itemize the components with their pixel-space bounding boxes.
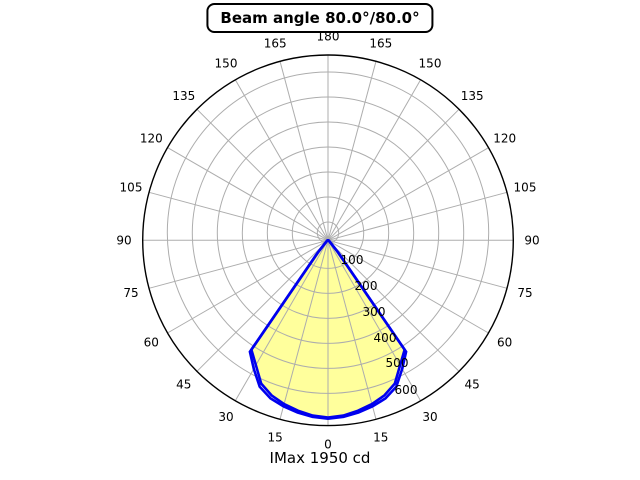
angle-label: 120 bbox=[140, 131, 163, 145]
angle-label: 105 bbox=[514, 181, 537, 195]
radial-tick-label: 600 bbox=[395, 383, 418, 397]
imax-label: IMax 1950 cd bbox=[269, 449, 371, 467]
angle-label: 165 bbox=[264, 36, 287, 50]
angle-label: 30 bbox=[218, 410, 233, 424]
angle-label: 60 bbox=[497, 335, 512, 349]
angle-label: 75 bbox=[517, 286, 532, 300]
angle-label: 45 bbox=[465, 378, 480, 392]
angle-label: 120 bbox=[493, 131, 516, 145]
angle-label: 135 bbox=[172, 89, 195, 103]
angle-label: 90 bbox=[524, 233, 539, 247]
angle-label: 0 bbox=[324, 437, 332, 451]
angle-label: 105 bbox=[120, 181, 143, 195]
angle-label: 150 bbox=[419, 57, 442, 71]
angle-label: 30 bbox=[422, 410, 437, 424]
angle-labels: 0 15 15 30 30 45 45 60 60 75 75 90 90 105 105 120 120 135… bbox=[116, 29, 539, 451]
angle-label: 75 bbox=[123, 286, 138, 300]
curve-c90-c270 bbox=[249, 239, 407, 419]
radial-tick-labels: 100 200 300 400 500 600 bbox=[341, 253, 418, 397]
chart-title: Beam angle 80.0°/80.0° bbox=[220, 9, 420, 27]
outer-ring bbox=[141, 54, 515, 427]
intensity-curves bbox=[248, 239, 408, 421]
radial-tick-label: 300 bbox=[363, 305, 386, 319]
radial-tick-label: 400 bbox=[374, 331, 397, 345]
radial-tick-label: 500 bbox=[386, 356, 409, 370]
angle-label: 135 bbox=[461, 89, 484, 103]
angle-label: 150 bbox=[215, 57, 238, 71]
angle-label: 90 bbox=[116, 233, 131, 247]
radial-tick-label: 100 bbox=[341, 253, 364, 267]
angle-label: 15 bbox=[373, 430, 388, 444]
angle-label: 15 bbox=[268, 430, 283, 444]
polar-grid-radials bbox=[142, 55, 514, 426]
radial-tick-label: 200 bbox=[355, 279, 378, 293]
angle-label: 60 bbox=[144, 335, 159, 349]
title-box: Beam angle 80.0°/80.0° bbox=[206, 3, 434, 33]
angle-label: 165 bbox=[369, 36, 392, 50]
angle-label: 45 bbox=[176, 378, 191, 392]
